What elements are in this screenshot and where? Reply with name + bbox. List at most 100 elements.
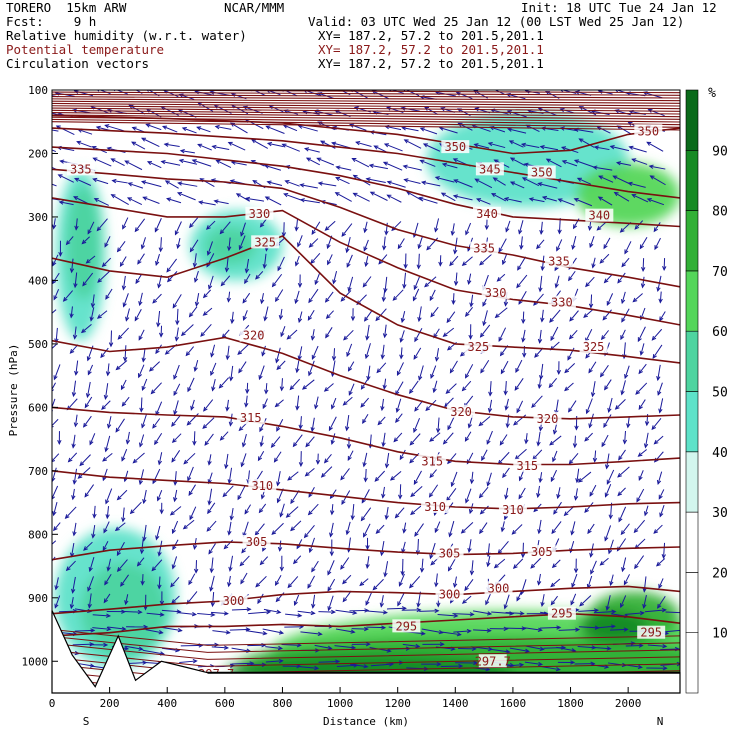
x-tick-label: 600 [215,697,235,710]
vector-arrow-head [189,247,195,253]
theta-lower-line [52,629,680,646]
vector-arrow-head [504,494,509,500]
vector-arrow [180,150,195,154]
vector-arrow-head [549,318,554,323]
theta-contour-340 [52,146,680,228]
vector-arrow [594,625,615,629]
vector-arrow [195,293,200,306]
vector-arrow [87,576,94,591]
vector-arrow [498,327,507,342]
vector-arrow [180,644,203,647]
vector-arrow [327,254,333,265]
vector-arrow-head [304,471,310,477]
vector-arrow [538,377,542,389]
vector-arrow-head [89,316,94,322]
vector-arrow-head [219,435,225,441]
vector-arrow [552,559,561,568]
vector-arrow-head [308,548,313,554]
vector-arrow [381,540,385,556]
vector-arrow-head [676,661,680,667]
vector-arrow [52,183,57,187]
vector-arrow-head [480,368,485,374]
vector-arrow-head [360,516,366,522]
vector-arrow [63,290,74,302]
vector-arrow [578,471,592,483]
vector-arrow [429,469,437,478]
vector-arrow-head [482,321,487,327]
vector-arrow [210,575,215,591]
vector-arrow [576,468,580,483]
vector-arrow [133,452,145,464]
vector-arrow [509,140,524,148]
vector-arrow-head [262,263,267,270]
vector-arrow [75,218,78,230]
vector-arrow [90,105,110,114]
vector-arrow-head [441,162,448,167]
vector-arrow-head [350,515,355,521]
vector-arrow-head [363,626,370,632]
vector-arrow-head [380,354,385,360]
vector-arrow [285,180,300,187]
vector-arrow-head [522,352,527,358]
vector-arrow-head [349,123,355,128]
vector-arrow [617,487,626,496]
vector-arrow [286,506,299,518]
vector-arrow-head [379,551,385,557]
vector-arrow [265,383,268,394]
vector-arrow-head [574,425,579,431]
vector-arrow-head [419,127,425,132]
vector-arrow [382,486,385,498]
theta-label-305: 305 [531,545,553,559]
vector-arrow [105,288,113,300]
vector-arrow [141,378,148,391]
vector-arrow-head [240,231,245,237]
vector-arrow-head [229,376,234,382]
vector-arrow [272,273,283,287]
vector-arrow [378,254,388,265]
vector-arrow-head [649,175,655,180]
theta-label-335: 335 [548,254,570,268]
vector-arrow-head [528,197,534,202]
theta-label-320: 320 [450,405,472,419]
theta-label-310: 310 [424,500,446,514]
vector-arrow [449,255,459,266]
vector-arrow-head [307,510,313,516]
vector-arrow [179,159,198,165]
vector-arrow-head [227,530,232,536]
vector-arrow [341,223,353,237]
vector-arrow-head [653,529,659,534]
vector-arrow [583,309,593,318]
vector-arrow [429,289,436,301]
vector-arrow [92,627,111,630]
vector-arrow-head [192,544,198,551]
vector-arrow-head [589,552,594,558]
theta-label-bg [464,340,493,354]
vector-arrow-head [122,224,127,230]
vector-arrow [135,274,142,284]
vector-arrow-head [219,229,225,235]
colorbar-tick-label: 60 [712,325,728,340]
theta-label-340: 340 [588,209,610,223]
vector-arrow [308,503,319,515]
vector-arrow-head [173,374,178,380]
vector-arrow-head [103,528,108,534]
vector-arrow [314,272,321,285]
vector-arrow [228,521,232,535]
vector-arrow [370,191,388,201]
vector-arrow-head [365,600,370,606]
vector-arrow [558,198,575,206]
vector-arrow [472,610,492,615]
vector-arrow [620,595,627,608]
vector-arrow [439,127,458,134]
vector-arrow-head [266,141,273,147]
vector-arrow-head [429,473,435,479]
vector-arrow-head [384,514,389,521]
vector-arrow-head [628,145,634,150]
vector-arrow-head [452,194,458,199]
vector-arrow-head [138,442,144,448]
vector-arrow-head [173,391,178,397]
vector-arrow [623,574,630,585]
vector-arrow-head [363,228,368,234]
vector-arrow [476,198,491,205]
vector-arrow-head [603,278,609,284]
